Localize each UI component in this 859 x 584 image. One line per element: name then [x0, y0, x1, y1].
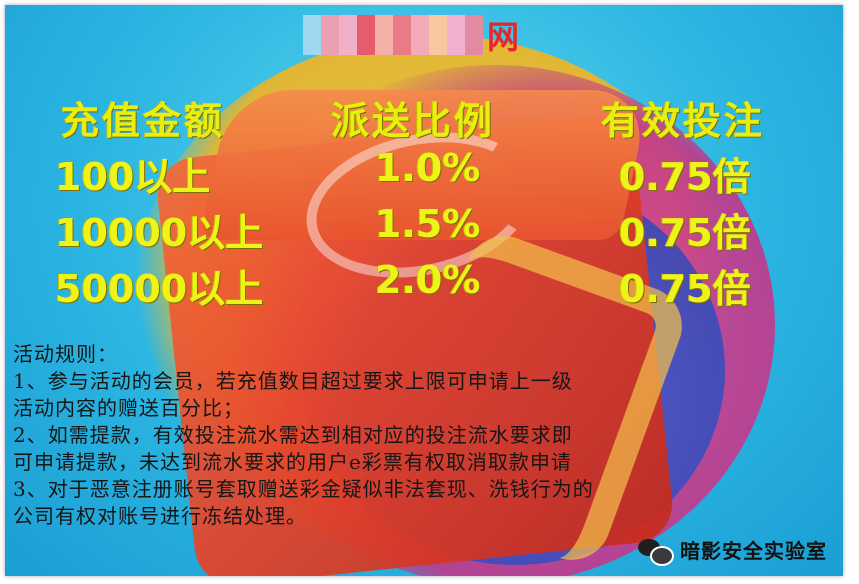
rules-title: 活动规则：: [13, 342, 118, 366]
table-cell-bet: 0.75倍: [619, 211, 751, 255]
header-recharge-amount: 充值金额: [61, 98, 226, 143]
promo-banner: 网 充值金额 派送比例 有效投注 100以上 1.0% 0.75倍 10000以…: [5, 5, 843, 576]
wechat-icon: [638, 537, 674, 566]
table-cell-ratio: 1.5%: [375, 202, 481, 246]
pixelated-logo: [303, 15, 483, 55]
site-header: 网: [303, 13, 519, 57]
rules-line: 公司有权对账号进行冻结处理。: [13, 504, 307, 528]
table-cell-bet: 0.75倍: [619, 267, 751, 311]
rebate-table: 充值金额 派送比例 有效投注 100以上 1.0% 0.75倍 10000以上 …: [5, 90, 843, 314]
table-header-row: 充值金额 派送比例 有效投注: [5, 90, 843, 146]
table-cell-amount: 50000以上: [55, 267, 264, 311]
table-row: 100以上 1.0% 0.75倍: [5, 146, 843, 202]
activity-rules: 活动规则： 1、参与活动的会员，若充值数目超过要求上限可申请上一级 活动内容的赠…: [13, 341, 833, 530]
rules-line: 活动内容的赠送百分比；: [13, 396, 244, 420]
table-cell-amount: 10000以上: [55, 211, 264, 255]
header-bonus-ratio: 派送比例: [331, 98, 496, 143]
watermark-text: 暗影安全实验室: [680, 539, 827, 563]
table-cell-ratio: 1.0%: [375, 146, 481, 190]
header-logo-char: 网: [487, 18, 520, 56]
table-row: 10000以上 1.5% 0.75倍: [5, 202, 843, 258]
rules-line: 2、如需提款，有效投注流水需达到相对应的投注流水要求即: [13, 423, 573, 447]
table-cell-amount: 100以上: [55, 155, 211, 199]
table-cell-bet: 0.75倍: [619, 155, 751, 199]
table-cell-ratio: 2.0%: [375, 258, 481, 302]
header-valid-bet: 有效投注: [601, 98, 766, 143]
table-row: 50000以上 2.0% 0.75倍: [5, 258, 843, 314]
rules-line: 3、对于恶意注册账号套取赠送彩金疑似非法套现、洗钱行为的: [13, 477, 594, 501]
rules-line: 可申请提款，未达到流水要求的用户e彩票有权取消取款申请: [13, 450, 572, 474]
source-watermark: 暗影安全实验室: [638, 535, 827, 566]
rules-line: 1、参与活动的会员，若充值数目超过要求上限可申请上一级: [13, 369, 573, 393]
